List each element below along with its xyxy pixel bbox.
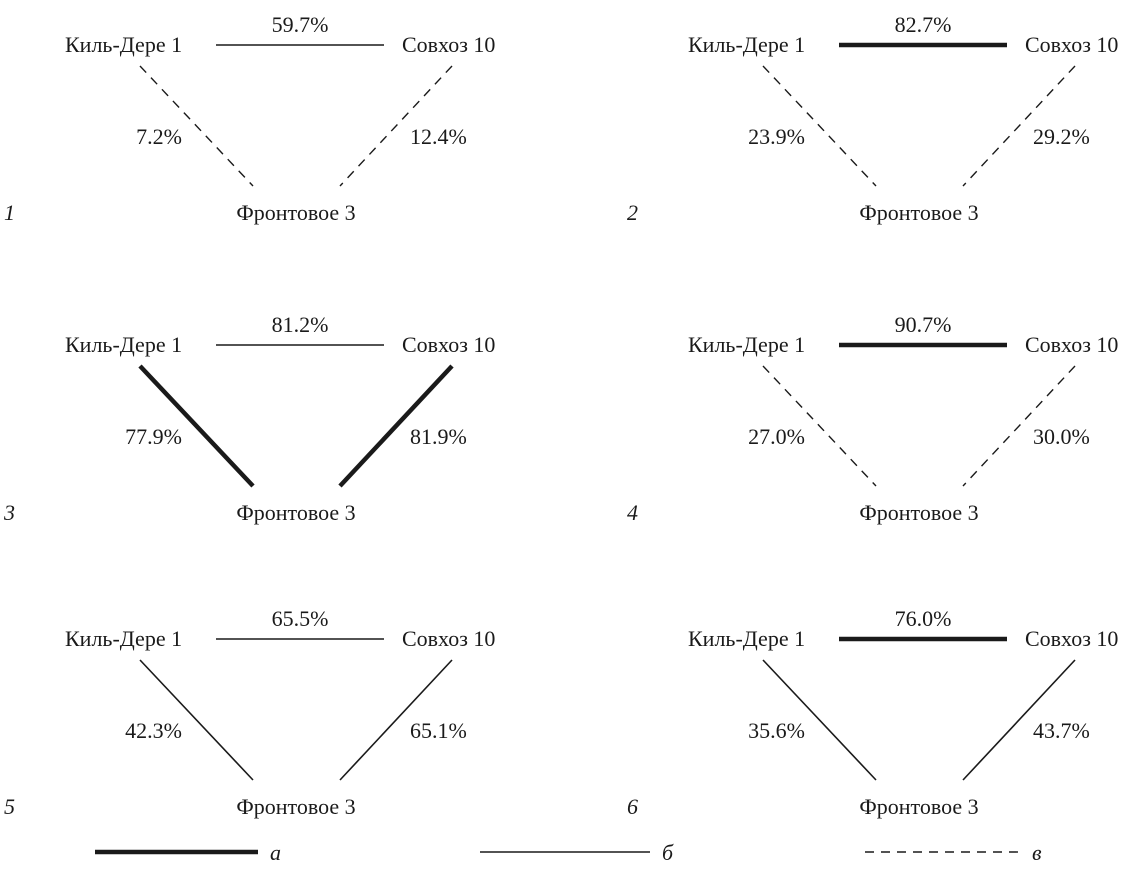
edge-right-label: 29.2% xyxy=(1033,124,1090,149)
node-sovkhoz: Совхоз 10 xyxy=(1025,626,1118,651)
edge-left xyxy=(762,659,877,781)
node-kil-dere: Киль-Дере 1 xyxy=(65,332,182,357)
node-kil-dere: Киль-Дере 1 xyxy=(65,32,182,57)
node-sovkhoz: Совхоз 10 xyxy=(402,32,495,57)
edge-right xyxy=(962,365,1076,487)
edge-left xyxy=(139,65,254,187)
node-kil-dere: Киль-Дере 1 xyxy=(688,626,805,651)
edge-left xyxy=(762,365,877,487)
node-frontovoe: Фронтовое 3 xyxy=(236,200,355,225)
legend-letter: б xyxy=(662,840,674,865)
edge-left-label: 23.9% xyxy=(748,124,805,149)
edge-top-label: 81.2% xyxy=(272,312,329,337)
edge-top-label: 59.7% xyxy=(272,12,329,37)
node-kil-dere: Киль-Дере 1 xyxy=(688,32,805,57)
edge-right-label: 65.1% xyxy=(410,718,467,743)
edge-top-label: 82.7% xyxy=(895,12,952,37)
panel-number: 2 xyxy=(627,200,638,225)
edge-left-label: 27.0% xyxy=(748,424,805,449)
panel-3: 3 Киль-Дере 1 Совхоз 10 Фронтовое 3 81.2% 77.… xyxy=(3,312,495,525)
edge-left-label: 77.9% xyxy=(125,424,182,449)
panel-number: 6 xyxy=(627,794,638,819)
node-sovkhoz: Совхоз 10 xyxy=(402,332,495,357)
edge-right-label: 43.7% xyxy=(1033,718,1090,743)
panel-1: 1 Киль-Дере 1 Совхоз 10 Фронтовое 3 59.7% 7.2… xyxy=(4,12,495,225)
panel-4: 4 Киль-Дере 1 Совхоз 10 Фронтовое 3 90.7% 27.… xyxy=(627,312,1118,525)
panel-2: 2 Киль-Дере 1 Совхоз 10 Фронтовое 3 82.7% 23.… xyxy=(627,12,1118,225)
edge-right xyxy=(338,364,454,488)
node-sovkhoz: Совхоз 10 xyxy=(402,626,495,651)
legend-letter: а xyxy=(270,840,281,865)
edge-left-label: 42.3% xyxy=(125,718,182,743)
edge-top-label: 90.7% xyxy=(895,312,952,337)
node-frontovoe: Фронтовое 3 xyxy=(236,794,355,819)
edge-right-label: 12.4% xyxy=(410,124,467,149)
edge-right xyxy=(962,65,1076,187)
node-kil-dere: Киль-Дере 1 xyxy=(688,332,805,357)
panel-number: 4 xyxy=(627,500,638,525)
edge-left xyxy=(138,364,255,488)
panel-number: 1 xyxy=(4,200,15,225)
edge-top-label: 65.5% xyxy=(272,606,329,631)
edge-left-label: 35.6% xyxy=(748,718,805,743)
edge-right xyxy=(962,659,1076,781)
legend: а б в xyxy=(95,840,1042,865)
node-frontovoe: Фронтовое 3 xyxy=(236,500,355,525)
edge-left xyxy=(139,659,254,781)
edge-left-label: 7.2% xyxy=(136,124,182,149)
edge-right-label: 81.9% xyxy=(410,424,467,449)
node-frontovoe: Фронтовое 3 xyxy=(859,794,978,819)
panel-number: 3 xyxy=(3,500,15,525)
edge-left xyxy=(762,65,877,187)
node-frontovoe: Фронтовое 3 xyxy=(859,500,978,525)
panel-number: 5 xyxy=(4,794,15,819)
node-kil-dere: Киль-Дере 1 xyxy=(65,626,182,651)
panel-6: 6 Киль-Дере 1 Совхоз 10 Фронтовое 3 76.0% 35.… xyxy=(627,606,1118,819)
edge-right-label: 30.0% xyxy=(1033,424,1090,449)
legend-letter: в xyxy=(1032,840,1042,865)
node-frontovoe: Фронтовое 3 xyxy=(859,200,978,225)
node-sovkhoz: Совхоз 10 xyxy=(1025,32,1118,57)
panel-5: 5 Киль-Дере 1 Совхоз 10 Фронтовое 3 65.5% 42.… xyxy=(4,606,495,819)
edge-top-label: 76.0% xyxy=(895,606,952,631)
edge-right xyxy=(339,65,453,187)
node-sovkhoz: Совхоз 10 xyxy=(1025,332,1118,357)
edge-right xyxy=(339,659,453,781)
